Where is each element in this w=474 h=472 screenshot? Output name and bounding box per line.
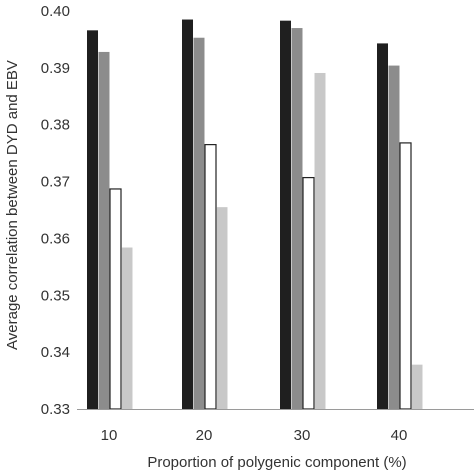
bar [314,72,326,409]
x-axis-ticks: 10 20 30 40 [101,427,408,444]
y-axis-label: Average correlation between DYD and EBV [4,60,21,350]
bar [109,188,122,410]
bar [216,207,228,409]
bar [121,247,133,409]
y-tick-label: 0.39 [41,60,70,77]
bar [193,37,205,409]
bars [87,19,423,410]
bar [291,28,303,410]
y-tick-label: 0.36 [41,230,70,247]
bar [411,364,423,409]
y-tick-label: 0.40 [41,3,70,20]
bar [204,144,217,410]
bar [388,65,400,409]
y-tick-label: 0.33 [41,401,70,418]
bar [98,51,110,410]
bar [182,19,193,410]
y-tick-label: 0.35 [41,287,70,304]
bar [399,142,412,410]
x-tick-label: 20 [196,427,213,444]
bar [87,30,98,410]
y-tick-label: 0.34 [41,344,70,361]
bar [280,20,291,410]
y-tick-label: 0.37 [41,174,70,191]
x-tick-label: 10 [101,427,118,444]
x-tick-label: 40 [391,427,408,444]
bar [377,43,388,410]
bar [302,176,315,410]
y-axis-ticks: 0.33 0.34 0.35 0.36 0.37 0.38 0.39 0.40 [41,3,70,418]
x-tick-label: 30 [294,427,311,444]
x-axis-label: Proportion of polygenic component (%) [147,454,406,471]
y-tick-label: 0.38 [41,117,70,134]
